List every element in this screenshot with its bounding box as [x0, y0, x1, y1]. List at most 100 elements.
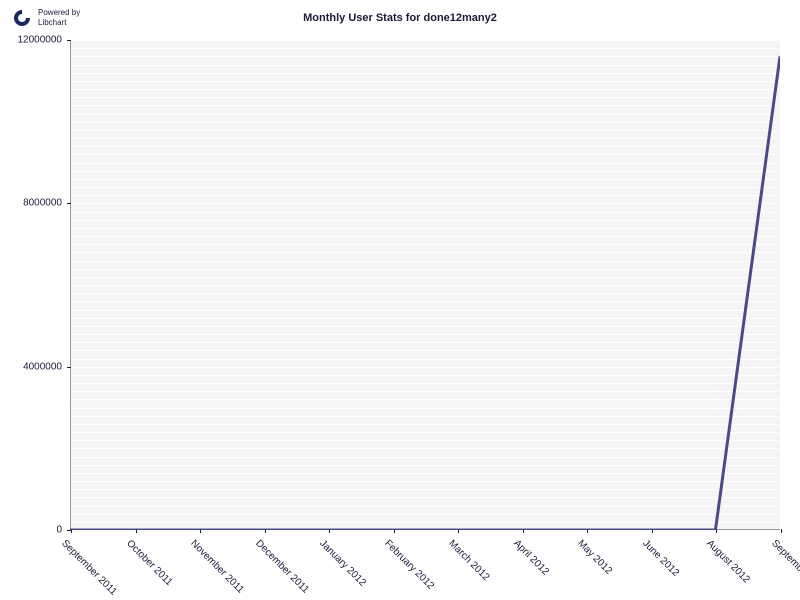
grid-line: [71, 383, 780, 384]
x-tick-mark: [587, 529, 588, 533]
grid-line: [71, 408, 780, 409]
grid-line: [71, 56, 780, 57]
grid-line: [71, 228, 780, 229]
x-tick-mark: [329, 529, 330, 533]
grid-line: [71, 269, 780, 270]
x-tick-mark: [652, 529, 653, 533]
grid-line: [71, 261, 780, 262]
grid-line: [71, 522, 780, 523]
grid-line: [71, 448, 780, 449]
y-tick-label: 0: [56, 525, 62, 536]
grid-line: [71, 203, 780, 204]
x-tick-mark: [200, 529, 201, 533]
grid-line: [71, 391, 780, 392]
grid-line: [71, 40, 780, 41]
grid-line: [71, 244, 780, 245]
grid-line: [71, 293, 780, 294]
grid-line: [71, 195, 780, 196]
x-tick-label: December 2011: [253, 538, 311, 596]
libchart-label: Libchart: [38, 18, 80, 28]
grid-line: [71, 399, 780, 400]
grid-line: [71, 457, 780, 458]
grid-line: [71, 220, 780, 221]
grid-line: [71, 489, 780, 490]
grid-line: [71, 187, 780, 188]
x-tick-mark: [781, 529, 782, 533]
grid-line: [71, 73, 780, 74]
grid-line: [71, 424, 780, 425]
x-tick-label: April 2012: [511, 538, 551, 578]
y-tick-mark: [67, 40, 71, 41]
x-tick-mark: [458, 529, 459, 533]
grid-line: [71, 367, 780, 368]
grid-line: [71, 497, 780, 498]
chart-container: 04000000800000012000000September 2011Oct…: [70, 40, 780, 530]
grid-line: [71, 277, 780, 278]
grid-line: [71, 318, 780, 319]
grid-line: [71, 514, 780, 515]
grid-line: [71, 89, 780, 90]
grid-line: [71, 285, 780, 286]
libchart-icon: [12, 8, 32, 28]
y-tick-mark: [67, 367, 71, 368]
grid-line: [71, 473, 780, 474]
grid-line: [71, 301, 780, 302]
grid-line: [71, 179, 780, 180]
grid-line: [71, 81, 780, 82]
grid-line: [71, 530, 780, 531]
x-tick-mark: [716, 529, 717, 533]
grid-line: [71, 138, 780, 139]
x-tick-mark: [394, 529, 395, 533]
grid-line: [71, 310, 780, 311]
grid-line: [71, 326, 780, 327]
x-tick-label: November 2011: [188, 538, 246, 596]
x-tick-mark: [136, 529, 137, 533]
x-tick-label: February 2012: [382, 538, 436, 592]
plot-area: [70, 40, 780, 530]
y-tick-label: 8000000: [23, 198, 62, 209]
grid-line: [71, 171, 780, 172]
grid-line: [71, 65, 780, 66]
grid-line: [71, 481, 780, 482]
logo-area: Powered by Libchart: [12, 8, 80, 28]
grid-line: [71, 146, 780, 147]
grid-line: [71, 432, 780, 433]
x-tick-label: March 2012: [446, 538, 491, 583]
x-tick-label: May 2012: [576, 538, 615, 577]
grid-line: [71, 342, 780, 343]
grid-line: [71, 375, 780, 376]
x-tick-mark: [523, 529, 524, 533]
grid-line: [71, 416, 780, 417]
grid-line: [71, 350, 780, 351]
y-tick-label: 4000000: [23, 361, 62, 372]
x-tick-label: August 2012: [705, 538, 752, 585]
y-tick-mark: [67, 203, 71, 204]
x-tick-label: September 2011: [59, 538, 119, 598]
grid-line: [71, 440, 780, 441]
y-tick-label: 12000000: [18, 35, 63, 46]
x-tick-label: January 2012: [317, 538, 368, 589]
powered-by-label: Powered by: [38, 8, 80, 18]
grid-line: [71, 48, 780, 49]
grid-line: [71, 163, 780, 164]
grid-line: [71, 252, 780, 253]
x-tick-mark: [265, 529, 266, 533]
grid-line: [71, 334, 780, 335]
grid-line: [71, 212, 780, 213]
x-tick-label: October 2011: [124, 538, 174, 588]
grid-line: [71, 506, 780, 507]
grid-line: [71, 97, 780, 98]
x-tick-mark: [71, 529, 72, 533]
grid-line: [71, 236, 780, 237]
x-tick-label: June 2012: [640, 538, 681, 579]
grid-line: [71, 122, 780, 123]
chart-title: Monthly User Stats for done12many2: [303, 12, 497, 24]
grid-line: [71, 114, 780, 115]
grid-line: [71, 359, 780, 360]
logo-text: Powered by Libchart: [38, 8, 80, 27]
grid-line: [71, 130, 780, 131]
grid-line: [71, 465, 780, 466]
grid-line: [71, 105, 780, 106]
grid-line: [71, 154, 780, 155]
x-tick-label: September 2012: [769, 538, 800, 598]
